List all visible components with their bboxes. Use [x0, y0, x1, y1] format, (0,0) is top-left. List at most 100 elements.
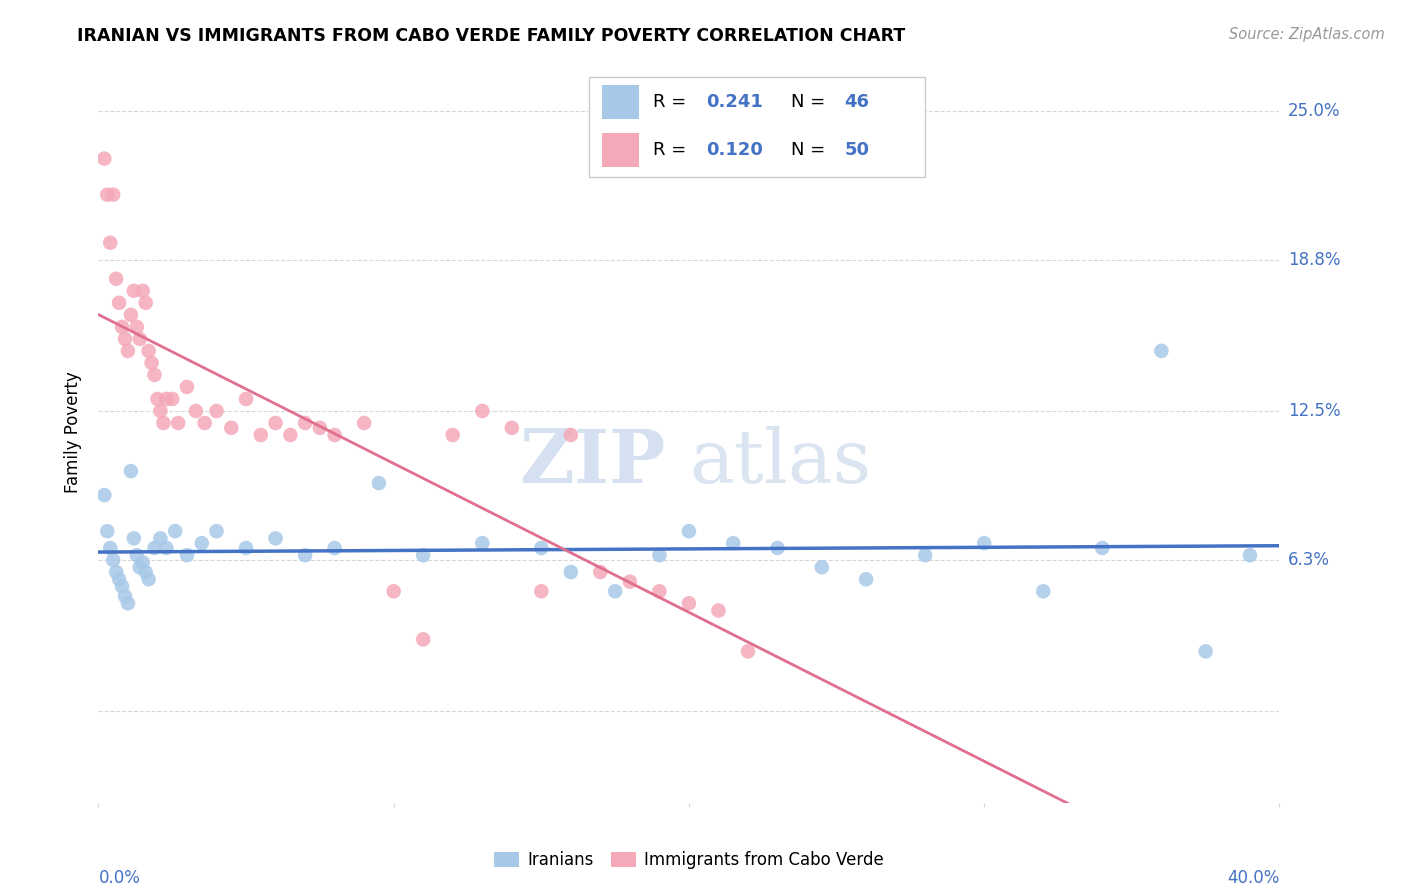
Point	[122, 284, 145, 298]
Point	[132, 556, 155, 570]
Point	[294, 548, 316, 562]
Point	[323, 428, 346, 442]
Point	[114, 332, 136, 346]
Point	[149, 532, 172, 546]
Point	[117, 596, 139, 610]
Point	[707, 603, 730, 617]
Point	[560, 565, 582, 579]
Point	[353, 416, 375, 430]
Point	[93, 488, 115, 502]
Point	[167, 416, 190, 430]
Point	[678, 524, 700, 538]
Text: Source: ZipAtlas.com: Source: ZipAtlas.com	[1229, 27, 1385, 42]
Point	[111, 319, 134, 334]
Point	[264, 532, 287, 546]
Point	[1239, 548, 1261, 562]
Point	[155, 541, 177, 555]
Point	[162, 392, 183, 406]
Point	[810, 560, 832, 574]
Point	[132, 284, 155, 298]
Point	[138, 343, 160, 358]
Point	[471, 536, 494, 550]
Point	[108, 295, 131, 310]
Point	[471, 404, 494, 418]
Point	[135, 565, 157, 579]
Text: 6.3%: 6.3%	[1288, 551, 1330, 569]
Point	[103, 553, 125, 567]
Point	[125, 548, 148, 562]
Point	[117, 343, 139, 358]
Point	[96, 187, 118, 202]
Point	[855, 572, 877, 586]
Point	[560, 428, 582, 442]
Point	[108, 572, 131, 586]
Point	[103, 187, 125, 202]
Point	[135, 295, 157, 310]
Point	[1032, 584, 1054, 599]
Point	[146, 392, 169, 406]
Point	[122, 532, 145, 546]
Point	[441, 428, 464, 442]
Point	[766, 541, 789, 555]
Point	[605, 584, 627, 599]
Point	[98, 541, 121, 555]
Legend: Iranians, Immigrants from Cabo Verde: Iranians, Immigrants from Cabo Verde	[488, 845, 890, 876]
Point	[309, 421, 332, 435]
Point	[111, 579, 134, 593]
Point	[412, 548, 434, 562]
Text: 40.0%: 40.0%	[1227, 870, 1279, 888]
Point	[165, 524, 187, 538]
Point	[678, 596, 700, 610]
Point	[530, 584, 553, 599]
Point	[619, 574, 641, 589]
Point	[191, 536, 214, 550]
Point	[205, 524, 228, 538]
Point	[105, 565, 128, 579]
Point	[382, 584, 405, 599]
Point	[737, 644, 759, 658]
Point	[1150, 343, 1173, 358]
Point	[973, 536, 995, 550]
Point	[648, 548, 671, 562]
Text: 25.0%: 25.0%	[1288, 102, 1340, 120]
Point	[250, 428, 273, 442]
Text: ZIP: ZIP	[519, 425, 665, 499]
Text: atlas: atlas	[689, 425, 872, 499]
Point	[120, 308, 142, 322]
Point	[1195, 644, 1218, 658]
Text: 18.8%: 18.8%	[1288, 251, 1340, 268]
Point	[152, 416, 174, 430]
Y-axis label: Family Poverty: Family Poverty	[65, 372, 83, 493]
Point	[128, 332, 150, 346]
Point	[280, 428, 302, 442]
Point	[412, 632, 434, 647]
Point	[143, 368, 166, 382]
Point	[128, 560, 150, 574]
Point	[93, 152, 115, 166]
Point	[138, 572, 160, 586]
Text: 0.0%: 0.0%	[98, 870, 141, 888]
Point	[235, 541, 257, 555]
Point	[914, 548, 936, 562]
Point	[1091, 541, 1114, 555]
Point	[149, 404, 172, 418]
Point	[105, 272, 128, 286]
Text: 12.5%: 12.5%	[1288, 402, 1340, 420]
Point	[264, 416, 287, 430]
Point	[205, 404, 228, 418]
Point	[125, 319, 148, 334]
Point	[501, 421, 523, 435]
Point	[184, 404, 207, 418]
Point	[221, 421, 243, 435]
Point	[176, 548, 198, 562]
Point	[96, 524, 118, 538]
Point	[143, 541, 166, 555]
Point	[530, 541, 553, 555]
Point	[648, 584, 671, 599]
Point	[294, 416, 316, 430]
Point	[120, 464, 142, 478]
Point	[589, 565, 612, 579]
Point	[194, 416, 217, 430]
Point	[98, 235, 121, 250]
Point	[235, 392, 257, 406]
